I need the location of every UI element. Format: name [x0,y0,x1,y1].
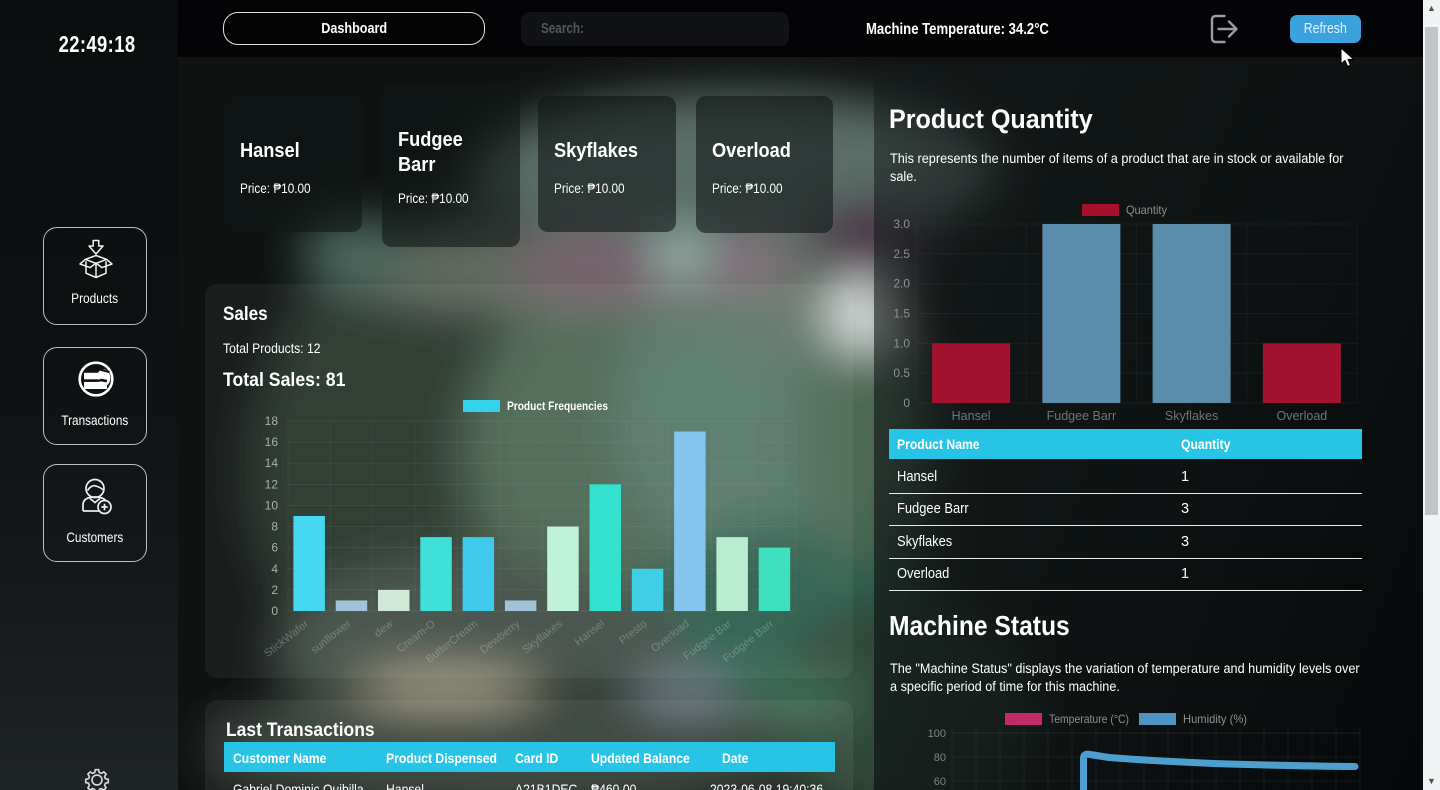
svg-text:dew: dew [372,618,395,640]
svg-text:6: 6 [271,541,278,555]
svg-text:3.0: 3.0 [894,217,910,231]
svg-text:60: 60 [934,776,946,788]
svg-text:0: 0 [903,396,910,410]
svg-text:0.5: 0.5 [894,366,910,380]
svg-text:2.5: 2.5 [894,247,910,261]
svg-text:sunflower: sunflower [309,618,354,657]
svg-text:Product Frequencies: Product Frequencies [507,399,608,413]
svg-text:Temperature (°C): Temperature (°C) [1049,712,1129,726]
svg-text:10: 10 [265,498,279,512]
svg-text:14: 14 [265,456,279,470]
svg-text:Fudgee Barr: Fudgee Barr [1047,409,1116,423]
svg-text:Presto: Presto [617,618,649,647]
svg-text:Hansel: Hansel [573,618,607,649]
svg-text:18: 18 [265,414,279,428]
svg-text:Humidity (%): Humidity (%) [1183,712,1247,726]
svg-text:Skyflakes: Skyflakes [1165,409,1219,423]
svg-text:1.0: 1.0 [894,336,910,350]
svg-text:4: 4 [271,562,278,576]
svg-text:16: 16 [265,435,279,449]
svg-text:0: 0 [271,604,278,618]
svg-text:StickWafer: StickWafer [262,618,311,660]
svg-text:1.5: 1.5 [894,307,910,321]
svg-text:Overload: Overload [1277,409,1328,423]
svg-text:80: 80 [934,752,946,764]
svg-text:8: 8 [271,520,278,534]
svg-text:Hansel: Hansel [952,409,991,423]
svg-text:12: 12 [265,477,279,491]
svg-text:2: 2 [271,583,278,597]
svg-text:2.0: 2.0 [894,277,910,291]
svg-text:Quantity: Quantity [1126,203,1167,217]
svg-text:100: 100 [928,728,946,740]
svg-text:Skyflakes: Skyflakes [520,618,565,657]
svg-text:Dewberry: Dewberry [478,618,523,657]
